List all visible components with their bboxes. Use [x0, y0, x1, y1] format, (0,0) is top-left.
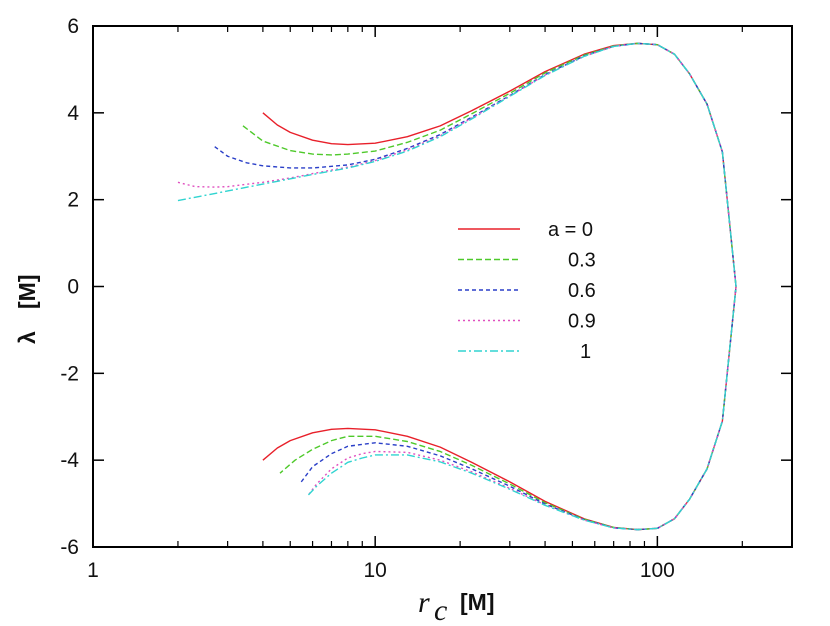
y-tick-label: -4 [60, 449, 79, 472]
series-line-3 [177, 42, 737, 531]
y-axis-unit: [M] [14, 275, 40, 309]
legend-label-0: a = 0 [548, 219, 593, 241]
x-axis-subscript: c [434, 594, 447, 626]
legend-label-4: 1 [580, 341, 591, 363]
series-curves [177, 42, 737, 531]
y-axis-symbol: λ [14, 331, 40, 344]
x-tick-label: 100 [640, 559, 675, 582]
legend-label-2: 0.6 [568, 280, 596, 302]
y-tick-label: 2 [67, 189, 79, 212]
series-line-2 [214, 42, 737, 531]
y-tick-label: 6 [67, 15, 79, 38]
y-tick-label: -2 [60, 362, 79, 385]
x-tick-label: 1 [87, 559, 99, 582]
plot-frame [92, 25, 793, 548]
legend: a = 0 0.3 0.6 0.9 1 [458, 219, 596, 363]
axis-ticks [92, 25, 793, 548]
y-tick-label: -6 [60, 536, 79, 559]
axis-tick-labels: 1 10 100 6 4 2 0 -2 -4 -6 [60, 15, 675, 582]
y-axis-title: λ [M] [14, 275, 40, 344]
y-tick-label: 0 [67, 276, 79, 299]
series-line-4 [177, 42, 737, 531]
legend-label-3: 0.9 [568, 311, 596, 333]
y-tick-label: 4 [67, 102, 79, 125]
legend-label-1: 0.3 [568, 250, 596, 272]
x-axis-symbol: r [418, 586, 430, 619]
x-axis-unit: [M] [460, 589, 494, 615]
x-tick-label: 10 [364, 559, 387, 582]
plot-area [92, 25, 793, 548]
x-axis-title: r c [M] [418, 586, 494, 626]
